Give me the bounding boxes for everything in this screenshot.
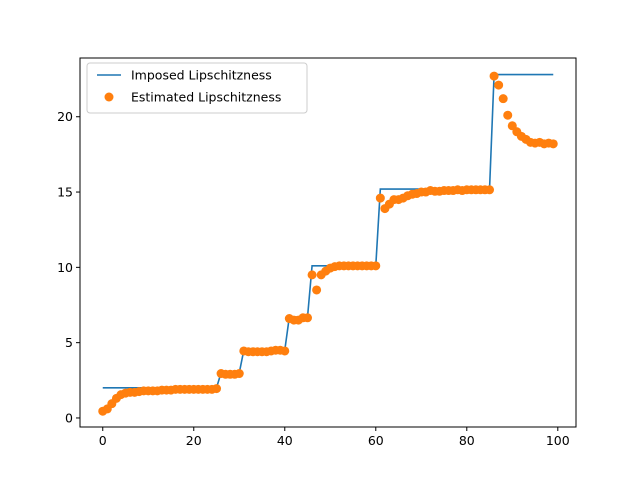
legend: Imposed Lipschitzness Estimated Lipschit…	[86, 62, 308, 114]
x-tick-label: 80	[459, 433, 475, 448]
estimated-lipschitzness-point	[312, 285, 322, 295]
y-tick-label: 10	[57, 260, 73, 275]
estimated-lipschitzness-point	[280, 346, 290, 356]
x-tick-label: 20	[186, 433, 202, 448]
y-tick-label: 5	[65, 335, 73, 350]
axes-frame	[79, 57, 577, 428]
estimated-lipschitzness-point	[234, 369, 244, 379]
estimated-lipschitzness-point	[212, 384, 222, 394]
axis-ticks: 0 20 40 60 80 100 0 5 10 15 20	[57, 109, 570, 448]
estimated-lipschitzness-point	[485, 185, 495, 195]
estimated-lipschitzness-point	[494, 80, 504, 90]
x-tick-label: 60	[368, 433, 384, 448]
estimated-lipschitzness-point	[307, 270, 317, 280]
estimated-lipschitzness-point	[303, 313, 313, 323]
estimated-lipschitzness-point	[371, 261, 381, 271]
plot-area	[98, 71, 558, 416]
x-tick-label: 0	[99, 433, 107, 448]
legend-label-estimated: Estimated Lipschitzness	[131, 90, 281, 105]
estimated-lipschitzness-point	[498, 94, 508, 104]
y-tick-label: 20	[57, 109, 73, 124]
estimated-lipschitzness-point	[548, 139, 558, 149]
estimated-lipschitzness-point	[489, 71, 499, 81]
x-tick-label: 100	[546, 433, 570, 448]
y-tick-label: 0	[65, 410, 73, 425]
x-tick-label: 40	[277, 433, 293, 448]
estimated-lipschitzness-point	[375, 193, 385, 203]
legend-box	[86, 62, 308, 114]
y-tick-label: 15	[57, 185, 73, 200]
legend-label-imposed: Imposed Lipschitzness	[131, 68, 272, 83]
legend-dot-marker	[104, 92, 114, 102]
estimated-lipschitzness-point	[503, 110, 513, 120]
